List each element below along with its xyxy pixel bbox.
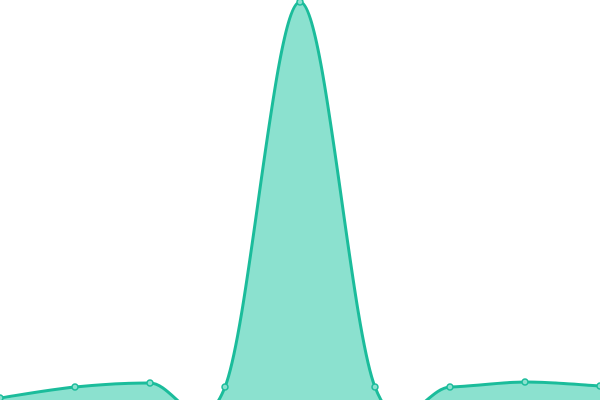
data-point-4: [296, 0, 304, 6]
data-point-0: [0, 394, 4, 400]
data-point-3: [221, 383, 229, 391]
data-point-2: [146, 379, 154, 387]
data-point-6: [446, 383, 454, 391]
data-point-7: [521, 378, 529, 386]
data-point-1: [71, 383, 79, 391]
data-point-5: [371, 383, 379, 391]
data-point-8: [596, 382, 600, 390]
